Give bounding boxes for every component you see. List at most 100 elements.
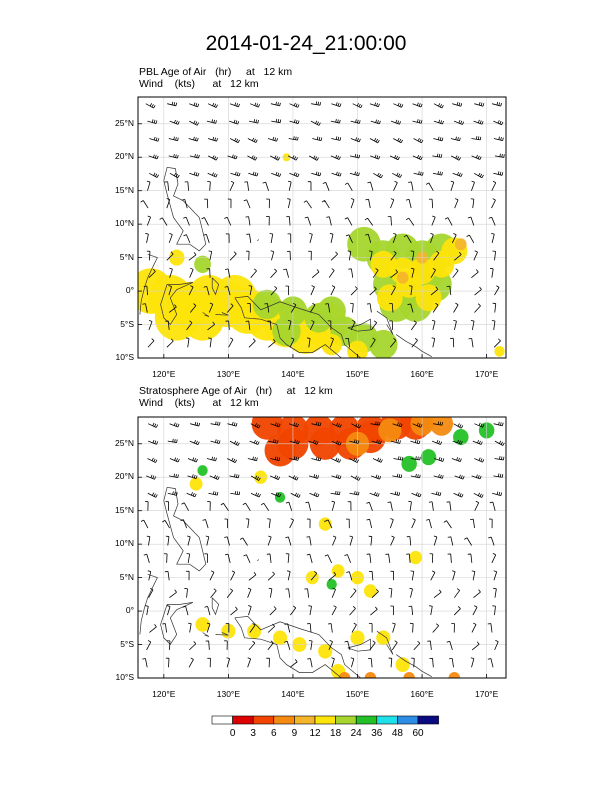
wind-barb <box>168 232 173 244</box>
field-blob-2-0-0 <box>251 417 283 440</box>
coastline <box>202 632 210 637</box>
wind-barb <box>389 303 394 313</box>
wind-barb <box>208 491 219 496</box>
wind-barb <box>390 535 395 546</box>
wind-barb <box>169 589 177 599</box>
wind-barb <box>147 338 155 348</box>
wind-barb <box>428 501 434 511</box>
wind-barb <box>410 250 415 261</box>
wind-barb <box>246 233 252 243</box>
wind-barb <box>248 605 252 616</box>
wind-barb <box>168 304 177 313</box>
wind-barb <box>168 136 179 142</box>
wind-barb <box>148 172 159 178</box>
wind-barb <box>304 588 309 598</box>
coastline <box>215 312 229 316</box>
wind-barb <box>190 421 201 427</box>
wind-barb <box>432 171 443 176</box>
wind-barb <box>204 606 211 616</box>
wind-barb <box>309 302 316 313</box>
wind-barb <box>310 120 321 126</box>
wind-barb <box>488 536 495 546</box>
panel2-subtitle: Wind (kts) at 12 km <box>139 397 259 409</box>
wind-barb <box>366 553 372 563</box>
wind-barb <box>432 623 439 633</box>
wind-barb <box>425 182 434 191</box>
wind-barb <box>288 475 299 481</box>
wind-barb <box>309 492 320 498</box>
wind-barb <box>290 492 301 498</box>
coastline <box>347 318 371 332</box>
y-tick-label-1-0: 25°N <box>115 117 134 128</box>
panel1-subtitle: Wind (kts) at 12 km <box>139 78 259 90</box>
wind-barb <box>144 501 149 511</box>
wind-barb <box>473 492 484 498</box>
wind-barb <box>390 605 394 616</box>
wind-barb <box>162 520 170 529</box>
wind-barb <box>446 501 452 511</box>
wind-barb <box>491 180 497 191</box>
field-blob-2-3-4 <box>331 564 345 578</box>
wind-barb <box>248 572 257 581</box>
wind-barb <box>325 303 331 313</box>
x-tick-label-2-1: 130°E <box>216 689 241 699</box>
wind-barb <box>492 250 496 261</box>
wind-barb <box>189 102 200 108</box>
wind-barb <box>166 198 171 209</box>
wind-barb <box>143 285 148 296</box>
field-blob-2-3-7 <box>409 550 423 565</box>
wind-barb <box>230 171 241 177</box>
coastline <box>396 654 432 678</box>
wind-barb <box>239 537 248 546</box>
x-tick-label-1-5: 170°E <box>474 369 499 379</box>
field-blob-2-6-2 <box>448 671 461 678</box>
wind-barb <box>331 136 342 141</box>
wind-barb <box>225 320 230 330</box>
wind-barb <box>390 491 401 496</box>
map-panel-1 <box>137 96 507 359</box>
wind-barb <box>306 518 311 529</box>
wind-barb <box>490 267 494 278</box>
wind-barb <box>230 570 236 581</box>
wind-barb <box>493 120 504 126</box>
wind-barb <box>471 269 479 279</box>
wind-barb <box>267 518 271 529</box>
wind-barb <box>494 285 500 296</box>
wind-barb <box>168 153 179 159</box>
wind-barb <box>250 268 257 278</box>
wind-barb <box>165 501 169 511</box>
field-blob-2-5-0 <box>247 623 262 639</box>
field-blob-2-5-6 <box>195 617 210 632</box>
wind-barb <box>182 606 189 616</box>
y-tick-label-1-1: 20°N <box>115 151 134 162</box>
wind-barb <box>168 473 179 478</box>
coastline <box>163 166 207 252</box>
wind-barb <box>140 519 149 529</box>
wind-barb <box>285 501 293 511</box>
wind-barb <box>270 268 277 278</box>
wind-barb <box>210 421 221 426</box>
wind-barb <box>166 338 174 348</box>
wind-barb <box>434 457 445 462</box>
wind-barb <box>209 474 220 480</box>
wind-barb <box>390 119 401 125</box>
colorbar-swatch-8 <box>376 715 398 725</box>
wind-barb <box>387 216 392 226</box>
colorbar-swatch-9 <box>397 715 419 725</box>
wind-barb <box>349 535 354 546</box>
wind-barb <box>493 570 498 581</box>
wind-barb <box>266 216 270 226</box>
wind-barb <box>350 588 357 598</box>
wind-barb <box>471 474 482 480</box>
wind-barb <box>491 233 495 243</box>
wind-barb <box>330 285 336 296</box>
wind-barb <box>405 198 412 209</box>
wind-barb <box>271 172 282 177</box>
wind-barb <box>208 250 213 261</box>
wind-barb <box>345 337 350 348</box>
wind-barb <box>450 337 455 348</box>
wind-barb <box>149 624 157 633</box>
wind-barb <box>202 519 209 529</box>
wind-barb <box>487 658 494 668</box>
wind-barb <box>488 216 496 226</box>
